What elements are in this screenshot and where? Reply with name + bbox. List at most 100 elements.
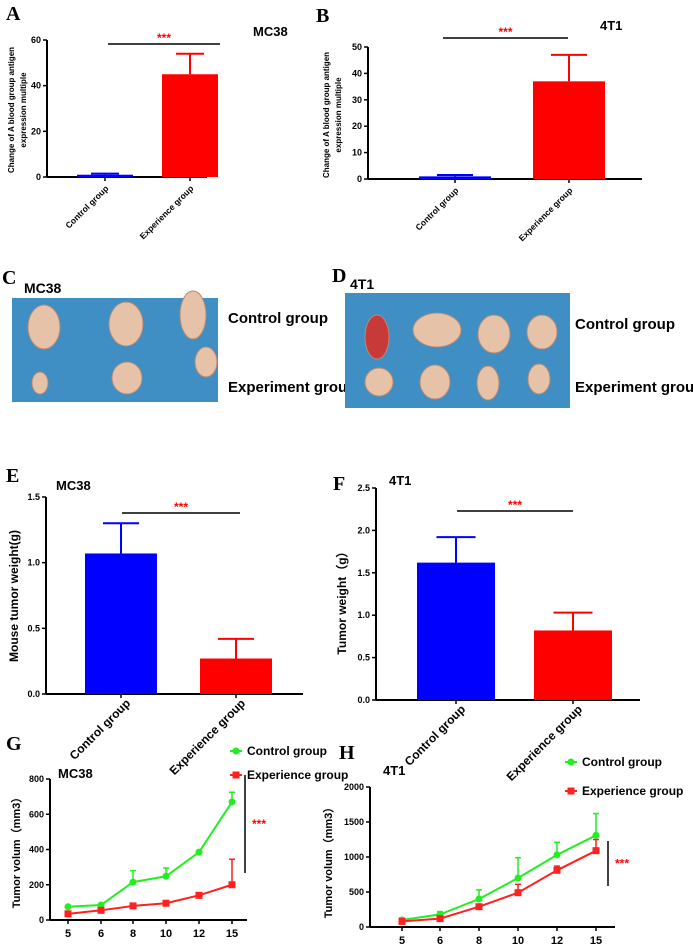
tumor-c-4	[31, 371, 49, 395]
significance-stars: ***	[615, 857, 629, 871]
chart-e: MC38 0.0 0.5 1.0 1.5 Mouse tumor weight(g) Con…	[7, 478, 303, 778]
y-axis-label: expression multiple	[19, 72, 28, 148]
y-tick-label: 600	[29, 809, 44, 819]
y-tick-label: 30	[352, 95, 362, 105]
significance-stars: ***	[174, 500, 188, 514]
legend-label-control: Control group	[247, 744, 327, 758]
chart-title: 4T1	[389, 473, 411, 488]
y-tick-label: 1000	[344, 852, 364, 862]
tumor-d-1	[364, 314, 390, 360]
y-tick-label: 800	[29, 774, 44, 784]
x-tick-label: 6	[98, 928, 104, 940]
tumor-d-7	[476, 365, 500, 401]
chart-title: MC38	[56, 478, 91, 493]
bar-experience	[162, 74, 218, 177]
x-tick-label: 15	[590, 935, 602, 946]
x-tick-label: 6	[437, 935, 443, 946]
point-experience	[97, 906, 105, 914]
x-tick-label: 12	[551, 935, 563, 946]
x-tick-label: Control group	[402, 702, 468, 768]
x-tick-label: Control group	[413, 185, 460, 232]
y-tick-label: 60	[31, 35, 41, 45]
chart-a: MC38 0 20 40 60 Change of A blood group antig…	[7, 24, 288, 241]
significance-stars: ***	[252, 817, 266, 831]
point-experience	[64, 910, 72, 918]
y-tick-label: 0	[39, 915, 44, 925]
point-experience	[195, 891, 203, 899]
tumor-d-6	[419, 364, 451, 400]
y-axis-label: Tumor weight（g）	[334, 545, 349, 654]
line-control	[67, 801, 233, 908]
tumor-d-5	[364, 367, 394, 397]
y-tick-label: 0.5	[27, 623, 40, 633]
y-axis-label: Change of A blood group antigen	[7, 47, 16, 173]
y-tick-label: 20	[352, 121, 362, 131]
bar-control	[419, 176, 491, 179]
tumor-d-3	[477, 314, 511, 354]
point-experience	[475, 903, 483, 911]
legend-label-experience: Experience group	[582, 784, 683, 798]
point-control	[553, 851, 561, 859]
y-tick-label: 0.0	[357, 695, 370, 705]
x-tick-label: 5	[399, 935, 405, 946]
point-control	[162, 872, 170, 880]
photo-c-row2-label: Experiment group	[228, 379, 356, 396]
y-axis-label: Mouse tumor weight(g)	[7, 530, 21, 662]
y-tick-label: 0	[357, 174, 362, 184]
chart-title: MC38	[253, 24, 288, 39]
y-tick-label: 0	[359, 922, 364, 932]
point-experience	[398, 917, 406, 925]
panel-label-d: D	[332, 265, 346, 287]
chart-title: 4T1	[383, 763, 405, 778]
y-tick-label: 1500	[344, 817, 364, 827]
x-tick-label: 8	[130, 928, 136, 940]
legend-label-control: Control group	[582, 755, 662, 769]
y-tick-label: 200	[29, 880, 44, 890]
y-tick-label: 0	[36, 172, 41, 182]
chart-g: MC38 0 200 400 600 800 Tumor volum（mm3） 5 6 8 10 12…	[10, 744, 348, 940]
point-control	[228, 798, 236, 806]
panel-label-a: A	[6, 3, 21, 25]
y-tick-label: 0.0	[27, 689, 40, 699]
y-tick-label: 20	[31, 126, 41, 136]
chart-f: 4T1 0.0 0.5 1.0 1.5 2.0 2.5 Tumor weight（g） Cont…	[334, 473, 640, 784]
x-tick-label: Control group	[63, 183, 110, 230]
point-control	[475, 895, 483, 903]
y-tick-label: 10	[352, 148, 362, 158]
legend-marker-experience	[232, 771, 240, 779]
y-tick-label: 40	[352, 68, 362, 78]
point-experience	[436, 915, 444, 923]
tumor-c-5	[111, 361, 143, 395]
x-tick-label: Experience group	[138, 183, 196, 241]
significance-stars: ***	[157, 31, 171, 45]
x-tick-label: 12	[193, 928, 205, 940]
line-experience	[67, 883, 233, 915]
tumor-d-2	[412, 312, 462, 348]
x-tick-label: 5	[65, 928, 71, 940]
bar-control	[417, 562, 495, 700]
y-tick-label: 2000	[344, 782, 364, 792]
photo-c-title: MC38	[24, 280, 62, 296]
y-tick-label: 1.5	[357, 568, 370, 578]
panel-label-f: F	[333, 473, 345, 495]
y-tick-label: 50	[352, 42, 362, 52]
legend-label-experience: Experience group	[247, 768, 348, 782]
point-experience	[129, 902, 137, 910]
panel-label-b: B	[316, 5, 329, 27]
y-tick-label: 400	[29, 845, 44, 855]
y-axis-label: Change of A blood group antigen	[322, 52, 331, 178]
point-experience	[592, 847, 600, 855]
point-experience	[514, 889, 522, 897]
chart-h: 4T1 0 500 1000 1500 2000 Tumor volum（mm3） 5 6 8 10…	[322, 755, 683, 946]
significance-stars: ***	[498, 25, 512, 39]
point-control	[514, 874, 522, 882]
chart-title: MC38	[58, 766, 93, 781]
y-tick-label: 500	[349, 887, 364, 897]
x-tick-label: 10	[160, 928, 172, 940]
x-tick-label: 8	[476, 935, 482, 946]
x-tick-label: 15	[226, 928, 238, 940]
chart-title: 4T1	[600, 18, 622, 33]
tumor-d-8	[527, 363, 551, 395]
y-axis-label: Tumor volum（mm3）	[10, 792, 23, 909]
